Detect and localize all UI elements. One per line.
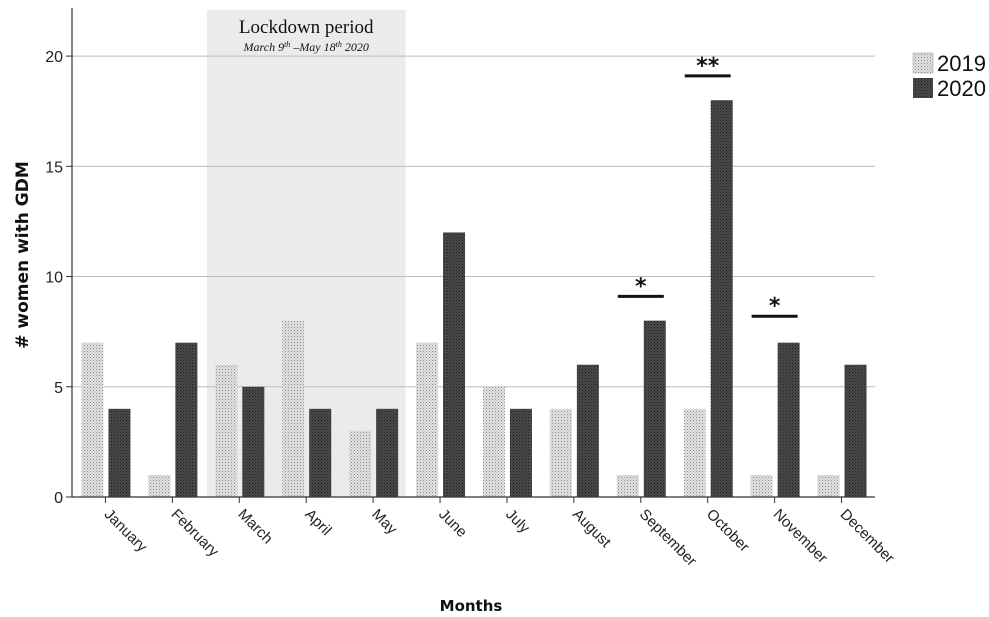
x-tick-label: July — [502, 506, 533, 537]
bar-2019 — [750, 474, 773, 497]
x-tick-label: April — [301, 506, 334, 539]
lockdown-title: Lockdown period — [239, 17, 374, 38]
bar-2020 — [777, 342, 800, 497]
x-tick-label: June — [435, 506, 470, 541]
x-tick-label: February — [168, 506, 223, 561]
bar-2020 — [443, 232, 466, 498]
legend-swatch-2020 — [913, 78, 933, 98]
bars — [81, 100, 867, 498]
y-tick-label: 20 — [45, 49, 63, 66]
bar-2019 — [148, 474, 171, 497]
y-tick-label: 5 — [54, 380, 63, 397]
bar-2020 — [175, 342, 198, 497]
bar-2019 — [616, 474, 639, 497]
bar-2019 — [81, 342, 104, 497]
legend-label-2020: 2020 — [937, 76, 986, 101]
legend-swatch-2019 — [912, 52, 934, 74]
x-tick-label: January — [101, 506, 151, 556]
legend-label-2019: 2019 — [937, 51, 986, 76]
y-tick-label: 10 — [45, 270, 63, 287]
bar-2020 — [576, 364, 599, 497]
significance-label: * — [635, 274, 647, 299]
x-tick-label: December — [837, 506, 898, 567]
significance-label: * — [769, 294, 781, 319]
bar-2019 — [349, 430, 372, 497]
bar-2019 — [482, 386, 505, 497]
x-tick-label: August — [569, 506, 615, 552]
bar-2019 — [817, 474, 840, 497]
bar-2020 — [643, 320, 666, 497]
y-tick-label: 0 — [54, 490, 63, 507]
bar-2020 — [710, 100, 733, 497]
bar-2020 — [108, 408, 131, 497]
x-tick-label: November — [770, 506, 831, 567]
bar-2019 — [549, 408, 572, 497]
bar-2020 — [509, 408, 532, 497]
gridlines — [72, 55, 875, 388]
bar-2020 — [844, 364, 867, 497]
x-tick-label: September — [636, 506, 700, 570]
significance-markers: **** — [617, 54, 798, 319]
bar-2019 — [416, 342, 439, 497]
bar-2019 — [282, 320, 305, 497]
bar-2020 — [376, 408, 399, 497]
x-axis-title: Months — [440, 597, 503, 615]
legend: 2019 2020 — [912, 51, 986, 101]
bar-2020 — [242, 386, 265, 497]
x-tick-label: October — [703, 506, 753, 556]
bar-2020 — [309, 408, 332, 497]
bar-2019 — [215, 364, 238, 497]
significance-label: ** — [696, 54, 720, 79]
bar-2019 — [683, 408, 706, 497]
x-tick-label: May — [368, 506, 400, 538]
x-tick-label: March — [234, 506, 275, 547]
lockdown-region — [206, 10, 406, 497]
lockdown-subtitle: March 9th –May 18th 2020 — [243, 40, 369, 55]
y-tick-label: 15 — [45, 159, 63, 176]
y-axis-title: # women with GDM — [13, 161, 33, 348]
axes — [66, 8, 875, 503]
